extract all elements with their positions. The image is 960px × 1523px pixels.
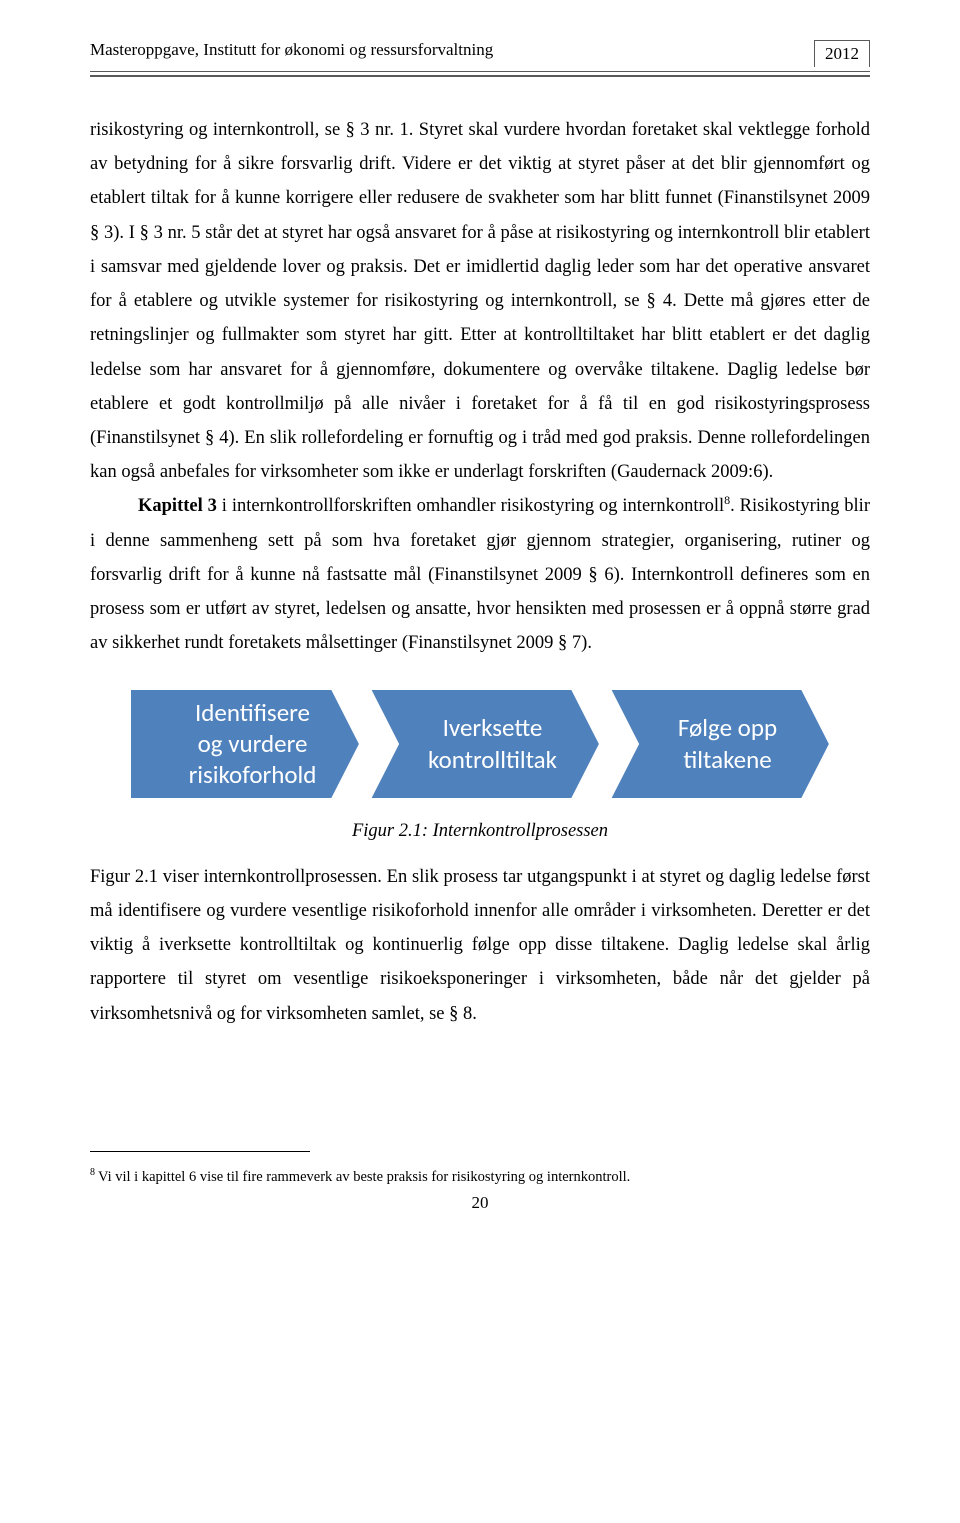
footnote-separator <box>90 1151 310 1152</box>
body-paragraph-2: Kapittel 3 i internkontrollforskriften o… <box>90 489 870 660</box>
figure-caption: Figur 2.1: Internkontrollprosessen <box>90 821 870 842</box>
process-step-label: Følge opptiltakene <box>643 712 797 775</box>
process-step-1: Identifisereog vurdere risikoforhold <box>130 689 360 799</box>
header-rule-top <box>90 71 870 72</box>
kapittel-3-bold: Kapittel 3 <box>138 497 217 517</box>
header-year: 2012 <box>814 40 870 67</box>
header-rule-bottom <box>90 75 870 77</box>
body-paragraph-1: risikostyring og internkontroll, se § 3 … <box>90 113 870 489</box>
process-step-3: Følge opptiltakene <box>610 689 830 799</box>
process-step-label: Identifisereog vurdere risikoforhold <box>130 697 360 791</box>
body-paragraph-3: Figur 2.1 viser internkontrollprosessen.… <box>90 860 870 1031</box>
footnote-number: 8 <box>90 1167 95 1178</box>
process-flow-diagram: Identifisereog vurdere risikoforhold Iver… <box>90 689 870 799</box>
p2-rest: . Risikostyring blir i denne sammenheng … <box>90 497 870 654</box>
process-step-2: Iverksettekontrolltiltak <box>370 689 600 799</box>
footnote-8: 8Vi vil i kapittel 6 vise til fire ramme… <box>90 1166 870 1187</box>
page-header: Masteroppgave, Institutt for økonomi og … <box>90 40 870 67</box>
process-step-label: Iverksettekontrolltiltak <box>393 712 577 775</box>
footnote-text: Vi vil i kapittel 6 vise til fire rammev… <box>98 1169 630 1185</box>
page-number: 20 <box>90 1193 870 1213</box>
header-title: Masteroppgave, Institutt for økonomi og … <box>90 40 493 67</box>
p2-mid: i internkontrollforskriften omhandler ri… <box>217 497 724 517</box>
